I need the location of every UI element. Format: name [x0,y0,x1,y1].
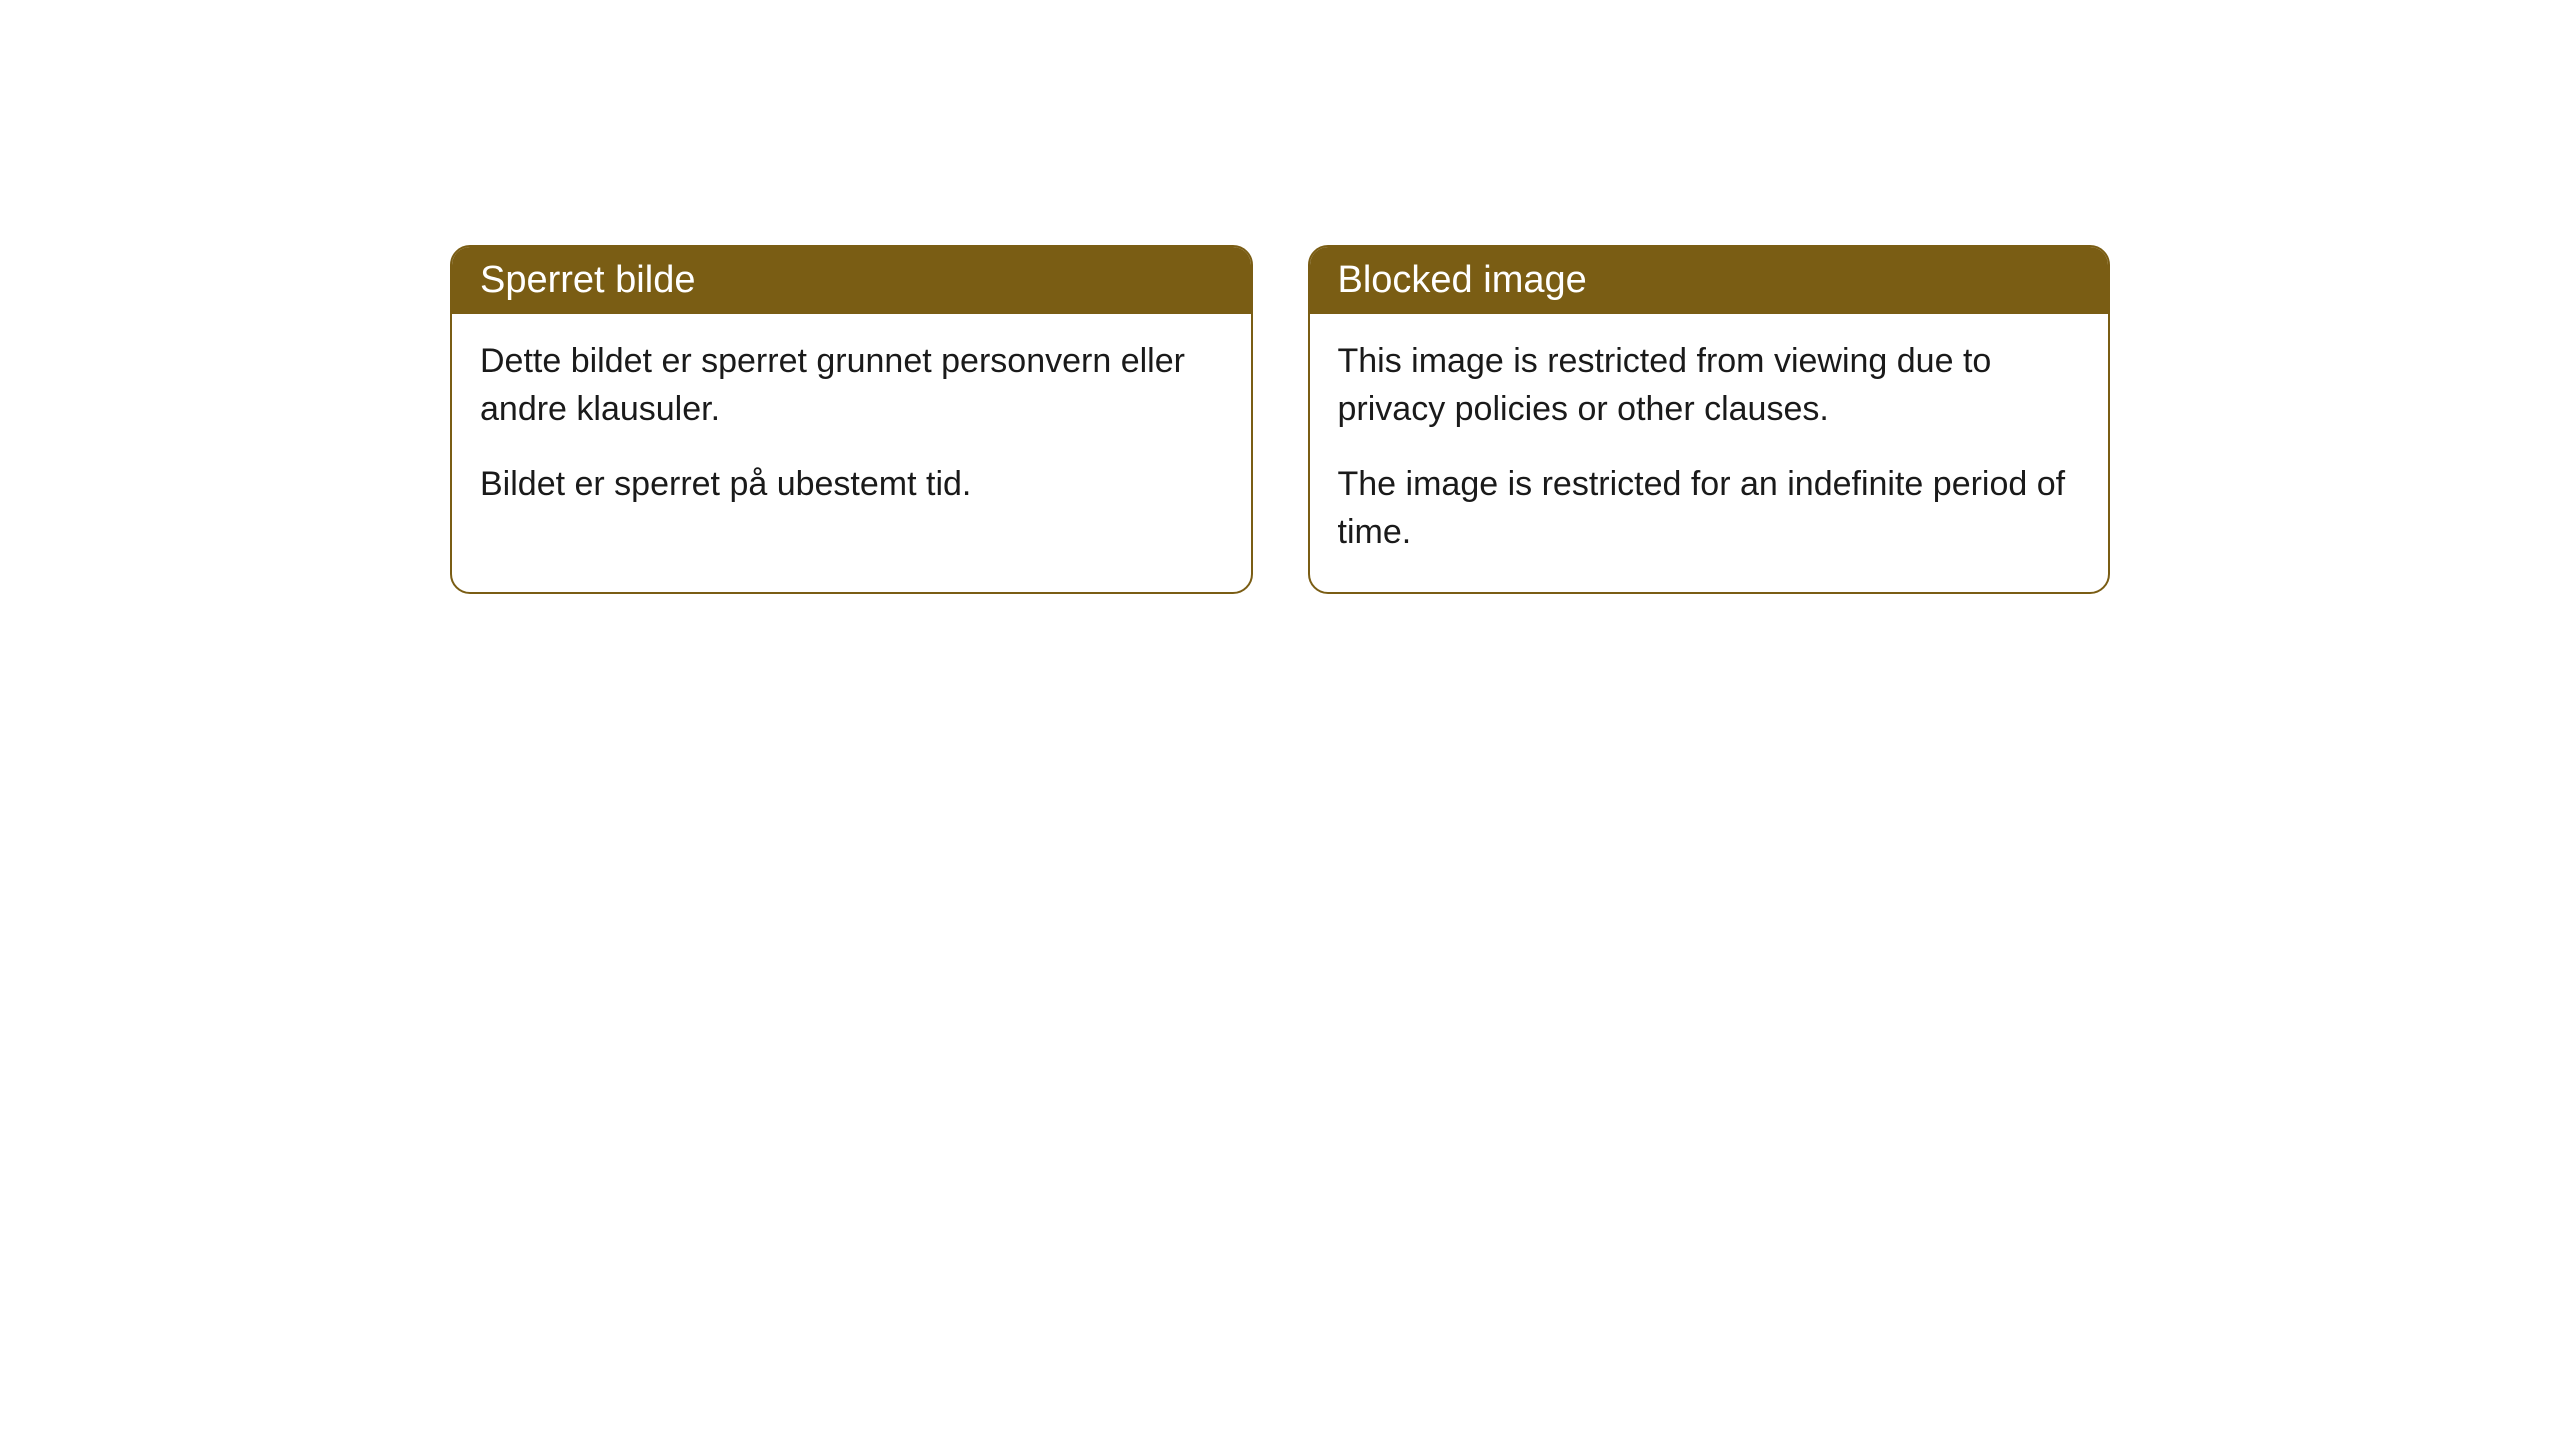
card-paragraph-en-2: The image is restricted for an indefinit… [1338,461,2081,556]
card-paragraph-no-2: Bildet er sperret på ubestemt tid. [480,461,1223,509]
card-body-en: This image is restricted from viewing du… [1310,314,2109,592]
card-body-no: Dette bildet er sperret grunnet personve… [452,314,1251,545]
blocked-image-card-no: Sperret bilde Dette bildet er sperret gr… [450,245,1253,594]
card-paragraph-en-1: This image is restricted from viewing du… [1338,338,2081,433]
card-header-no: Sperret bilde [452,247,1251,314]
card-paragraph-no-1: Dette bildet er sperret grunnet personve… [480,338,1223,433]
card-header-en: Blocked image [1310,247,2109,314]
blocked-image-card-en: Blocked image This image is restricted f… [1308,245,2111,594]
card-title-en: Blocked image [1338,259,1587,301]
card-title-no: Sperret bilde [480,259,695,301]
cards-container: Sperret bilde Dette bildet er sperret gr… [450,245,2110,594]
